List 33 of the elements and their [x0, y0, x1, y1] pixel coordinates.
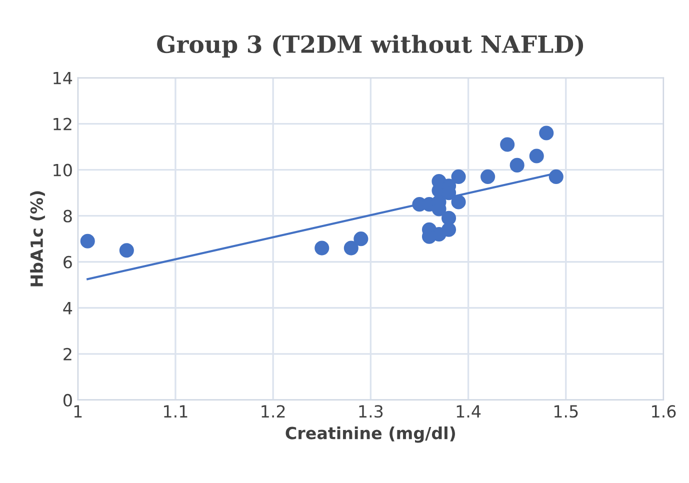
- x-tick-label: 1.4: [456, 405, 481, 418]
- y-axis-title: HbA1c (%): [30, 191, 45, 286]
- chart-title: Group 3 (T2DM without NAFLD): [157, 34, 584, 58]
- x-tick-label: 1.2: [262, 405, 285, 418]
- point: [500, 137, 515, 152]
- x-tick-label: 1.3: [359, 405, 383, 418]
- point: [451, 194, 466, 210]
- y-tick-label: 6: [64, 256, 72, 268]
- x-tick-label: 1.6: [652, 405, 676, 418]
- y-tick-label: 2: [64, 348, 72, 360]
- point: [80, 234, 95, 248]
- y-tick-label: 0: [63, 394, 72, 406]
- x-tick-label: 1.5: [554, 405, 578, 418]
- point: [548, 169, 564, 184]
- y-tick-label: 4: [63, 302, 72, 314]
- y-tick-label: 8: [64, 210, 72, 222]
- y-tick-label: 10: [54, 164, 72, 176]
- x-axis-title: Creatinine (mg/dl): [286, 426, 455, 443]
- point: [441, 222, 456, 237]
- point: [441, 210, 456, 226]
- point: [344, 240, 358, 256]
- y-tick-label: 14: [54, 72, 72, 84]
- x-tick-label: 1.1: [164, 405, 188, 418]
- x-tick-label: 1: [74, 405, 82, 418]
- point: [510, 158, 524, 172]
- point: [451, 169, 466, 184]
- point: [480, 169, 496, 184]
- point: [539, 126, 554, 140]
- point: [119, 243, 134, 258]
- point: [314, 240, 330, 256]
- y-tick-label: 12: [54, 118, 72, 130]
- point: [354, 232, 368, 246]
- point: [529, 148, 544, 164]
